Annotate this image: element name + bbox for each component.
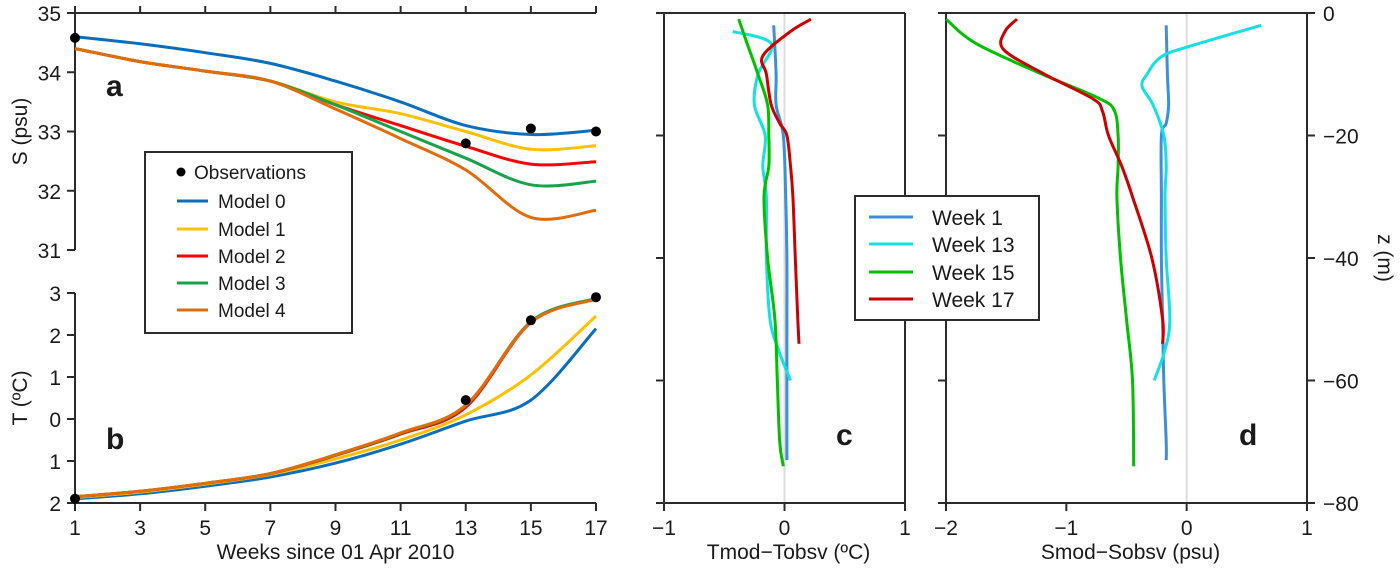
x-tick-label: −1	[652, 517, 676, 540]
y-tick-label: 31	[38, 240, 61, 263]
series-line-model-0	[74, 327, 598, 501]
right-y-tick-label: −40	[1323, 248, 1359, 271]
series-line-model-4	[74, 47, 597, 221]
profile-line-week-17	[999, 18, 1165, 344]
observation-point	[591, 292, 601, 303]
profile-line-week-15	[945, 17, 1136, 467]
panel-letter: a	[106, 70, 123, 103]
observation-point	[591, 126, 601, 137]
x-tick-label: 9	[330, 517, 342, 540]
observation-point	[525, 123, 536, 134]
legend-label: Model 4	[218, 301, 286, 322]
legend-weeks: Week 1 Week 13 Week 15 Week 17	[854, 195, 1040, 321]
x-tick-label: −1	[1054, 517, 1078, 540]
legend-label: Week 17	[932, 289, 1015, 312]
legend-models: Observations Model 0 Model 1 Model 2 Model 3…	[144, 151, 353, 334]
x-tick-label: 0	[1181, 517, 1193, 540]
x-tick-label: 1	[1301, 517, 1313, 540]
right-y-tick-label: 0	[1323, 3, 1335, 26]
y-axis-title: T (ºC)	[9, 370, 32, 425]
legend-label: Model 0	[218, 192, 286, 213]
legend-label: Week 1	[932, 207, 1003, 230]
legend-label: Model 1	[218, 220, 286, 241]
y-tick-label: 1	[49, 451, 61, 474]
legend-label: Observations	[194, 163, 306, 184]
x-axis-title: Weeks since 01 Apr 2010	[217, 541, 455, 564]
series-line-model-4	[74, 297, 597, 499]
profile-line-week-15	[737, 18, 785, 467]
x-axis-title: Smod−Sobsv (psu)	[1041, 541, 1220, 564]
y-tick-label: 2	[49, 493, 61, 516]
x-tick-label: 17	[584, 517, 607, 540]
x-tick-label: 13	[454, 517, 477, 540]
right-y-tick-label: −80	[1323, 493, 1359, 516]
observation-point	[70, 32, 80, 43]
panel-letter: c	[836, 419, 853, 452]
x-tick-label: 1	[899, 517, 911, 540]
legend-label: Model 3	[218, 274, 286, 295]
legend-marker-observations	[176, 167, 186, 177]
x-tick-label: 0	[779, 517, 791, 540]
x-tick-label: −2	[934, 517, 958, 540]
y-tick-label: 0	[49, 409, 61, 432]
y-tick-label: 34	[38, 62, 62, 85]
legend-box	[144, 151, 353, 334]
legend-label: Week 15	[932, 262, 1015, 285]
observation-point	[460, 395, 471, 406]
y-axis-title: S (psu)	[9, 98, 32, 166]
x-tick-label: 11	[390, 517, 412, 540]
x-tick-label: 3	[134, 517, 146, 540]
x-tick-label: 15	[519, 517, 542, 540]
profile-line-week-13	[1140, 23, 1262, 382]
panel-letter: b	[106, 423, 124, 456]
observation-point	[70, 493, 80, 504]
x-tick-label: 5	[199, 517, 211, 540]
observation-point	[525, 315, 536, 326]
y-axis-title: z (m)	[1373, 234, 1396, 282]
y-tick-label: 1	[49, 367, 61, 390]
profile-line-week-1	[772, 25, 789, 461]
x-tick-label: 1	[69, 517, 81, 540]
profile-line-week-1	[1159, 25, 1171, 461]
y-tick-label: 3	[49, 283, 61, 306]
series-line-model-0	[74, 35, 597, 137]
y-tick-label: 33	[38, 122, 61, 145]
panel-c-temperature-difference: −1 0 1 Tmod−Tobsv (ºC) c	[652, 12, 911, 564]
profile-line-week-17	[759, 17, 812, 344]
observation-point	[460, 138, 471, 149]
panel-letter: d	[1239, 419, 1257, 452]
x-axis-title: Tmod−Tobsv (ºC)	[707, 541, 870, 564]
x-tick-label: 7	[265, 517, 277, 540]
y-tick-label: 35	[38, 3, 61, 26]
y-tick-label: 2	[49, 325, 61, 348]
legend-label: Week 13	[932, 234, 1015, 257]
right-y-tick-label: −20	[1323, 126, 1359, 149]
right-y-tick-label: −60	[1323, 371, 1359, 394]
y-tick-label: 32	[38, 181, 61, 204]
legend-label: Model 2	[218, 247, 286, 268]
panel-a-salinity: 31 32 33 34 35 S (psu) a	[9, 3, 601, 263]
